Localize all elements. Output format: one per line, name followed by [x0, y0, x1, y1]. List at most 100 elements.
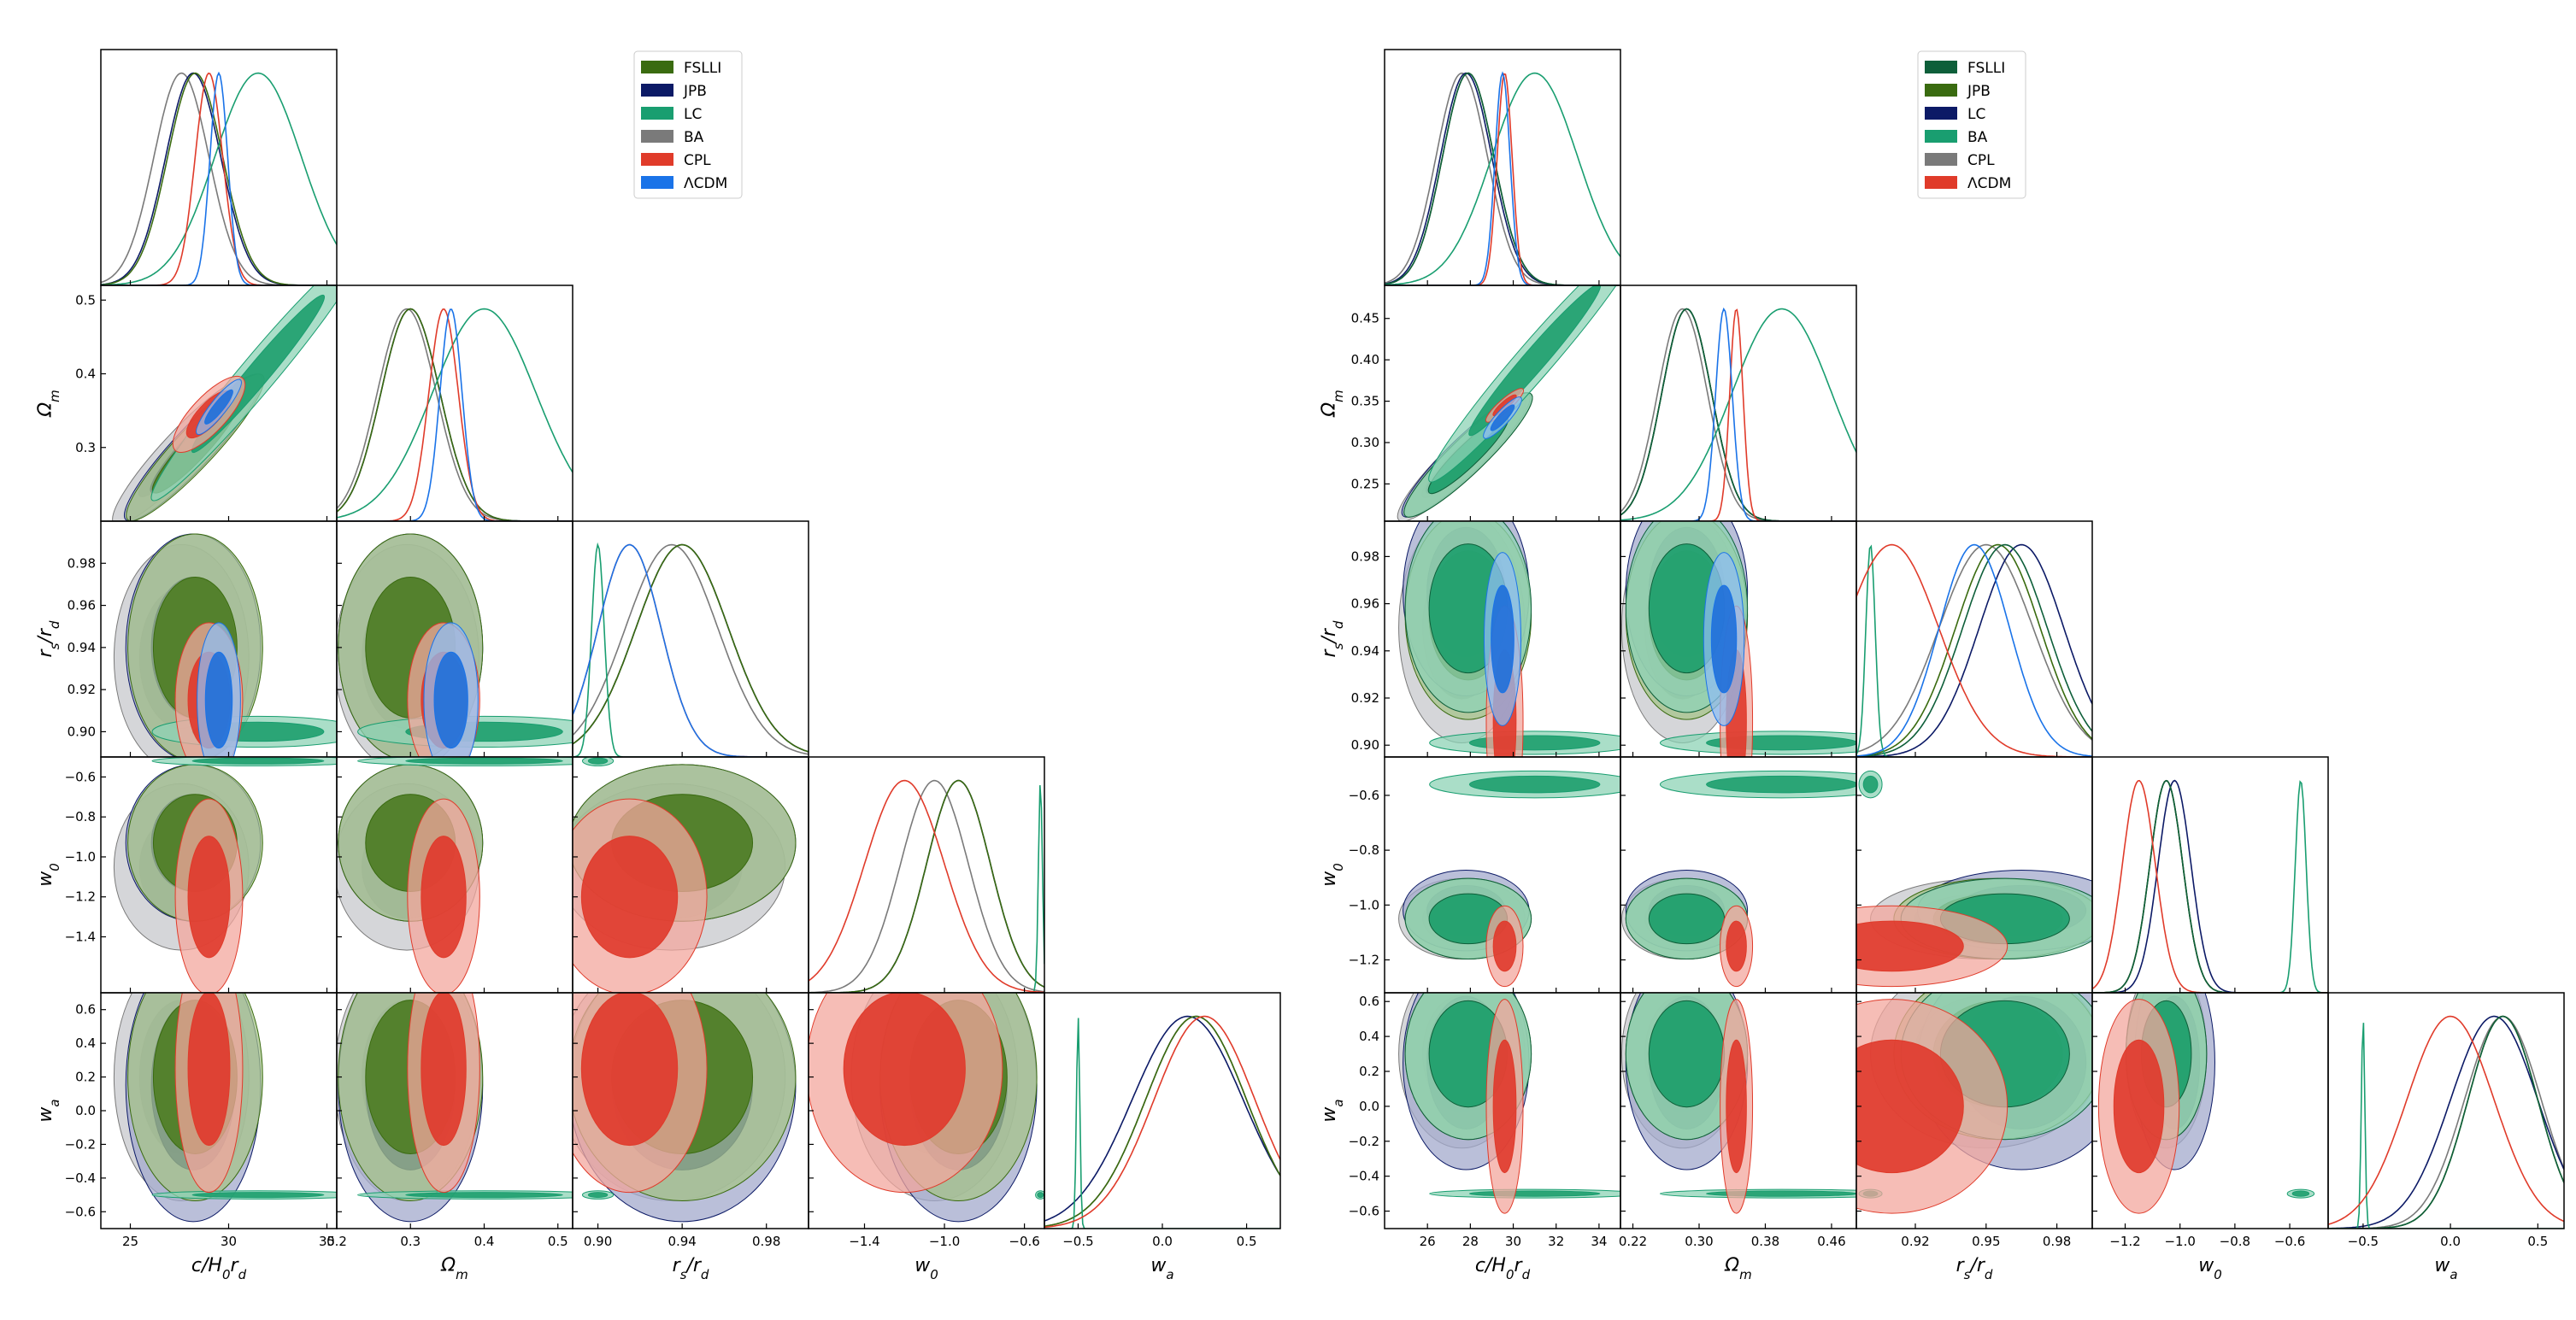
legend-label: JPB — [683, 83, 707, 100]
marginal-curve-FSLLI-rsrd — [1856, 543, 2092, 757]
contour-inner-BA-wa-cH0rd — [1468, 1190, 1601, 1197]
legend-label: FSLLI — [1967, 60, 2005, 77]
panel-Om-vs-Om — [1620, 285, 1857, 522]
contour-inner-CPL-w0-cH0rd — [187, 836, 231, 959]
marginal-curve-LC-wa — [1044, 1018, 1280, 1229]
contour-inner-BA-wa-w0 — [2291, 1190, 2310, 1197]
axis-label-rsrd: rs/rd — [1319, 620, 1346, 657]
panel-wa-vs-rsrd: 0.90 0.94 0.98 — [572, 992, 809, 1249]
marginal-curve-JPB-cH0rd — [101, 72, 337, 285]
marginal-curve-ΛCDM-rsrd — [1856, 543, 2092, 757]
x-tick-label: 0.90 — [584, 1234, 612, 1249]
marginal-curve-BA-cH0rd — [101, 72, 337, 285]
y-tick-label: 0.92 — [68, 682, 96, 697]
marginal-curve-ΛCDM-Om — [337, 308, 573, 521]
legend-label: LC — [1967, 106, 1985, 123]
legend-label: CPL — [1967, 152, 1995, 169]
panel-rsrd-vs-Om — [1620, 520, 1857, 758]
legend-swatch — [1925, 176, 1957, 189]
panel-wa-vs-cH0rd: 25 30 35 −0.6 −0.4 −0.2 0.0 0.2 0.4 0.6 — [65, 992, 338, 1249]
contour-inner-LC-wa-Om — [405, 1192, 563, 1199]
y-tick-label: 0.4 — [75, 1035, 96, 1051]
axes-frame — [808, 756, 1045, 994]
y-tick-label: 0.98 — [68, 555, 96, 571]
x-tick-label: 0.0 — [2440, 1234, 2461, 1249]
panel-wa-vs-w0: −1.4 −1.0 −0.6 — [808, 992, 1045, 1249]
legend-swatch — [641, 153, 673, 166]
marginal-curve-FSLLI-cH0rd — [1385, 72, 1620, 285]
panel-Om-vs-cH0rd: 0.25 0.30 0.35 0.40 0.45 — [1351, 285, 1621, 522]
y-tick-label: −0.6 — [1349, 788, 1379, 803]
x-tick-label: 0.98 — [752, 1234, 780, 1249]
y-tick-label: 0.4 — [75, 367, 96, 382]
marginal-curve-BA-wa — [2328, 1023, 2564, 1229]
x-tick-label: 30 — [1505, 1234, 1521, 1249]
x-tick-label: 0.3 — [400, 1234, 421, 1249]
y-tick-label: 0.2 — [75, 1070, 96, 1085]
contour-inner-BA-Om-cH0rd — [1468, 285, 1602, 437]
y-tick-label: 0.94 — [1351, 643, 1379, 659]
contour-inner-LC-w0-rsrd — [587, 757, 609, 765]
marginal-curve-CPL-blue-Om — [1620, 307, 1856, 521]
y-tick-label: −1.2 — [1349, 952, 1379, 967]
marginal-curve-CPL-Om — [337, 308, 573, 521]
contour-inner-CPL-w0-Om — [421, 836, 467, 959]
y-tick-label: 0.2 — [1359, 1064, 1379, 1079]
panel-w0-vs-cH0rd: −1.4 −1.2 −1.0 −0.8 −0.6 — [65, 756, 338, 994]
contour-inner-ΛCDM-w0-cH0rd — [1492, 920, 1517, 972]
legend-label: ΛCDM — [1967, 175, 2011, 192]
panel-wa-vs-Om: 0.2 0.3 0.4 0.5 — [326, 992, 573, 1249]
x-tick-label: 0.4 — [474, 1234, 495, 1249]
axis-label-rsrd: rs/rd — [1956, 1255, 1993, 1282]
x-tick-label: 30 — [221, 1234, 237, 1249]
marginal-curve-BA-cH0rd — [1385, 72, 1620, 285]
contour-inner-ΛCDM-Om-cH0rd — [204, 389, 233, 425]
axis-label-w0: w0 — [35, 863, 62, 887]
marginal-curve-CPL-w0 — [809, 779, 1044, 993]
marginal-curve-FSLLI-w0 — [809, 779, 1044, 993]
panel-wa-vs-wa: −0.5 0.0 0.5 — [2327, 992, 2565, 1249]
contour-inner-CPL-blue-Om-cH0rd — [1490, 404, 1515, 431]
panel-rsrd-vs-rsrd — [1856, 520, 2093, 758]
contour-inner-FSLLI-wa-Om — [1648, 1000, 1726, 1108]
panel-cH0rd-vs-cH0rd — [1384, 49, 1621, 286]
marginal-curve-CPL-wa — [1044, 1015, 1280, 1229]
axis-label-Om: Ωm — [440, 1255, 468, 1282]
marginal-curve-CPL-blue-cH0rd — [1385, 71, 1620, 285]
legend-label: BA — [684, 129, 704, 146]
axes-frame — [2327, 992, 2565, 1229]
contour-inner-ΛCDM-wa-w0 — [2113, 1039, 2165, 1174]
marginal-curve-FSLLI-rsrd — [573, 543, 809, 753]
x-tick-label: 26 — [1420, 1234, 1436, 1249]
corner-plot-right: 0.25 0.30 0.35 0.40 0.45 0.90 0.92 0.94 0.96 0.98… — [1319, 49, 2565, 1282]
y-tick-label: 0.4 — [1359, 1029, 1379, 1044]
marginal-curve-JPB-rsrd — [573, 543, 809, 753]
legend-swatch — [641, 61, 673, 73]
axis-label-Om: Ωm — [1724, 1255, 1751, 1282]
y-tick-label: 0.0 — [75, 1103, 96, 1118]
marginal-curve-CPL-Om — [1620, 308, 1856, 521]
marginal-curve-LC-wa — [2328, 1015, 2564, 1229]
x-tick-label: −1.0 — [929, 1234, 960, 1249]
contour-inner-CPL-blue-rsrd-Om — [1710, 584, 1738, 694]
marginal-curve-BA-Om — [1620, 308, 1856, 521]
y-tick-label: −1.2 — [65, 889, 96, 905]
panel-w0-vs-Om — [1620, 756, 1857, 994]
y-tick-label: 0.90 — [68, 724, 96, 739]
y-tick-label: −0.6 — [65, 769, 96, 784]
y-tick-label: 0.0 — [1359, 1099, 1379, 1114]
panel-w0-vs-Om — [336, 756, 573, 994]
marginal-curve-BA-rsrd — [1856, 544, 2092, 757]
y-tick-label: 0.94 — [68, 640, 96, 655]
y-tick-label: 0.35 — [1351, 394, 1379, 409]
x-tick-label: 0.46 — [1817, 1234, 1845, 1249]
y-tick-label: −0.4 — [65, 1170, 96, 1186]
x-tick-label: −0.5 — [1062, 1234, 1093, 1249]
marginal-curve-CPL-cH0rd — [1385, 72, 1620, 285]
marginal-curve-LC-w0 — [2092, 779, 2328, 993]
contour-inner-LC-wa-cH0rd — [191, 1192, 325, 1199]
contour-inner-CPL-w0-rsrd — [580, 836, 679, 959]
marginal-curve-BA-w0 — [809, 779, 1044, 993]
marginal-curve-LC-cH0rd — [101, 72, 337, 285]
